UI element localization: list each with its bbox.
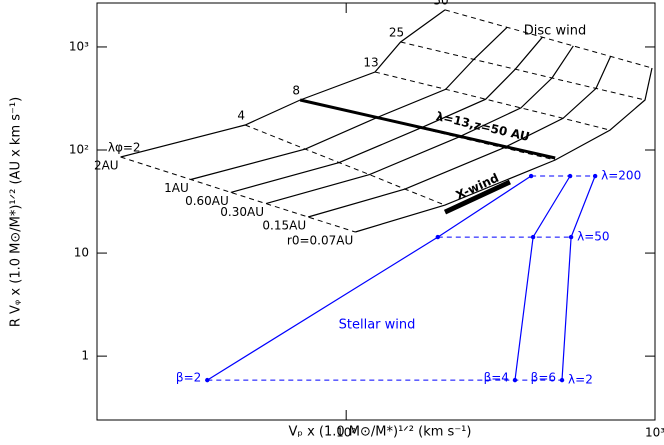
lambda-label: λ=50 [577, 230, 609, 244]
thick-line [299, 98, 556, 160]
r0-label: 2AU [94, 159, 119, 173]
y-tick-label: 10³ [69, 39, 89, 53]
lambda-label: λ=2 [568, 373, 593, 387]
stellar-wind-label: Stellar wind [339, 318, 416, 333]
lambda-label: λφ=2 [108, 141, 141, 155]
disc_wind-dashed [400, 41, 646, 101]
stellar_wind-curve [514, 175, 571, 381]
disc_wind-dashed [374, 71, 611, 131]
disc_wind-dashed [444, 9, 653, 69]
lambda-label: 25 [389, 25, 404, 39]
lambda-label: 50 [433, 0, 448, 7]
disc_wind-curve [120, 9, 446, 158]
beta-label: β=6 [531, 371, 556, 385]
x-tick-label: 10³ [645, 426, 664, 440]
y-tick-label: 1 [81, 349, 89, 363]
plot-area [120, 9, 653, 383]
thick-line [443, 179, 511, 215]
disc_wind-dashed [245, 124, 446, 206]
r0-label: 0.15AU [262, 218, 306, 232]
y-axis-label: R Vᵩ x (1.0 M⊙/M*)¹ᐟ² (AU x km s⁻¹) [9, 97, 24, 327]
plot-frame [96, 2, 656, 421]
stellar-point [205, 377, 210, 383]
y-tick-label: 10² [69, 143, 89, 157]
lambda-label: 8 [292, 83, 300, 97]
beta-label: β=4 [484, 371, 509, 385]
r0-label: 0.30AU [220, 205, 264, 219]
beta-label: β=2 [176, 371, 201, 385]
disc-wind-label: Disc wind [524, 24, 586, 39]
disc_wind-curve [190, 26, 508, 181]
stellar_wind-curve [561, 175, 596, 381]
y-tick-label: 10 [74, 246, 89, 260]
disc_wind-curve [265, 45, 574, 205]
r0-label: 1AU [164, 181, 189, 195]
stellar-point [559, 377, 565, 383]
lambda-label: 13 [363, 55, 378, 69]
lambda-label: 4 [237, 108, 245, 122]
stellar-point [512, 377, 518, 383]
thick-line-label: λ=13,z=50 AU [435, 109, 531, 144]
stellar-point [435, 234, 440, 240]
stellar-point [592, 173, 598, 179]
stellar-point [568, 234, 574, 240]
disc_wind-curve [355, 67, 653, 233]
disc_wind-curve [230, 36, 543, 193]
stellar-point [567, 173, 573, 179]
r0-label: 0.60AU [185, 194, 229, 208]
stellar-point [530, 234, 536, 240]
r0-label: r0=0.07AU [287, 234, 353, 248]
x-axis-label: Vₚ x (1.0 M⊙/M*)¹ᐟ² (km s⁻¹) [289, 425, 472, 440]
x-tick-label: 10² [336, 426, 356, 440]
stellar-point [528, 173, 534, 179]
lambda-label: λ=200 [601, 169, 641, 183]
disc_wind-curve [307, 56, 612, 218]
